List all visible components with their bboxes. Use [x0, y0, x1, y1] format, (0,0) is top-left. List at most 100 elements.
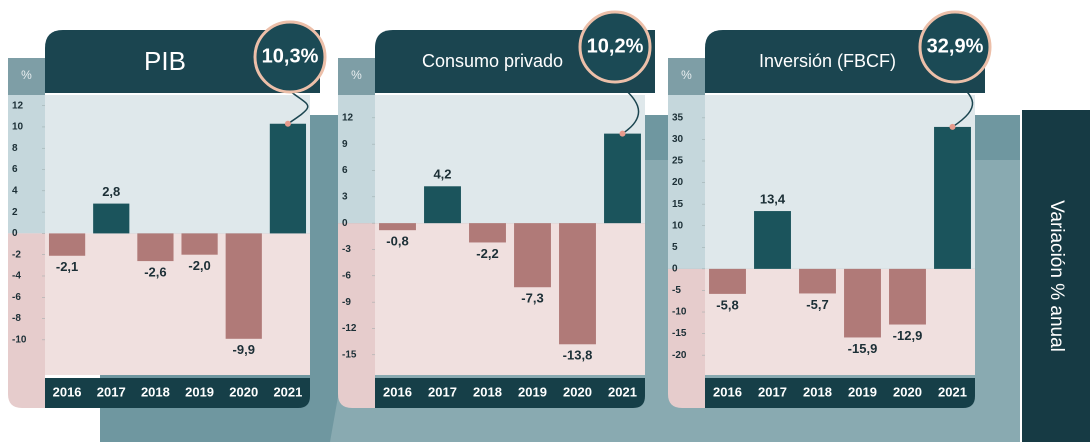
x-tick-label: 2016 — [713, 384, 742, 399]
y-tick-label: -12 — [342, 323, 357, 334]
y-tick-label: 0 — [342, 218, 348, 229]
value-label: -2,1 — [56, 259, 78, 274]
chart-title: PIB — [144, 45, 186, 76]
value-label: -2,6 — [144, 265, 166, 280]
x-tick-label: 2020 — [229, 384, 258, 399]
connector — [287, 90, 309, 125]
badge-label: 10,2% — [587, 35, 644, 57]
x-tick-label: 2021 — [273, 384, 302, 399]
x-tick-label: 2019 — [185, 384, 214, 399]
tick-column-top — [338, 95, 375, 224]
y-tick-label: -4 — [12, 271, 21, 282]
unit-label: % — [351, 68, 362, 82]
y-tick-label: 6 — [342, 165, 348, 176]
year-band — [375, 378, 645, 408]
y-tick-label: 6 — [12, 164, 18, 175]
badge — [253, 20, 327, 94]
bar — [48, 233, 86, 256]
value-label: -0,8 — [386, 234, 408, 249]
unit-label: % — [21, 68, 32, 82]
y-tick-label: -20 — [672, 350, 687, 361]
chart-title: Consumo privado — [421, 51, 564, 72]
title-box: PIB — [144, 45, 186, 76]
x-tick-label: 2019 — [518, 384, 547, 399]
tick-column-bottom — [668, 268, 705, 408]
x-tick-label: 2016 — [383, 384, 412, 399]
y-tick-label: 0 — [12, 228, 18, 239]
y-tick-label: -10 — [672, 307, 687, 318]
dot — [619, 130, 626, 137]
plot-bottom — [705, 268, 975, 375]
y-tick-label: 4 — [12, 185, 18, 196]
title-box: Consumo privado — [421, 51, 564, 72]
chart-title: Inversión (FBCF) — [758, 51, 897, 72]
bar — [181, 233, 218, 255]
bar — [93, 203, 130, 234]
y-tick-label: 12 — [342, 112, 354, 123]
y-tick-label: 20 — [672, 177, 684, 188]
plot-bottom — [375, 223, 645, 375]
bar — [424, 186, 461, 224]
bar — [799, 268, 836, 294]
badge-label: 32,9% — [927, 35, 984, 57]
side-label: Variación % anual — [1046, 200, 1067, 352]
year-band — [705, 378, 975, 408]
bar — [559, 223, 596, 345]
value-label: -9,9 — [233, 342, 255, 357]
value-label: -2,0 — [188, 258, 210, 273]
y-tick-label: 3 — [342, 191, 348, 202]
unit-box — [338, 58, 375, 95]
y-tick-label: 8 — [12, 143, 18, 154]
x-tick-label: 2020 — [563, 384, 592, 399]
y-tick-label: -15 — [672, 328, 687, 339]
value-label: -12,9 — [893, 328, 923, 343]
tick-column-bottom — [8, 233, 45, 408]
y-tick-label: 2 — [12, 207, 18, 218]
y-tick-label: -3 — [342, 244, 351, 255]
x-tick-label: 2019 — [848, 384, 877, 399]
header — [45, 30, 320, 93]
header — [705, 30, 985, 93]
tick-column-bottom — [338, 223, 375, 408]
y-tick-label: -9 — [342, 297, 351, 308]
dot — [949, 123, 956, 130]
connector — [952, 80, 974, 128]
y-tick-label: -2 — [12, 249, 21, 260]
y-tick-label: 5 — [672, 242, 678, 253]
y-tick-label: -8 — [12, 313, 21, 324]
plot-top — [375, 95, 645, 224]
side-band — [1022, 110, 1090, 442]
value-label: -5,8 — [716, 297, 738, 312]
y-tick-label: 9 — [342, 139, 348, 150]
dot — [284, 120, 291, 127]
unit-box — [8, 58, 45, 95]
value-label: -13,8 — [563, 348, 593, 363]
x-tick-label: 2017 — [97, 384, 126, 399]
title-box: Inversión (FBCF) — [758, 51, 897, 72]
x-tick-label: 2017 — [758, 384, 787, 399]
year-band — [45, 378, 310, 408]
plot-top — [45, 95, 310, 234]
x-tick-label: 2018 — [473, 384, 502, 399]
connector — [614, 80, 640, 135]
y-tick-label: 12 — [12, 100, 24, 111]
bar — [469, 223, 506, 243]
tick-column-top — [668, 95, 705, 269]
bar — [604, 133, 641, 224]
y-tick-label: -5 — [672, 285, 681, 296]
x-tick-label: 2016 — [53, 384, 82, 399]
bar — [934, 126, 971, 269]
y-tick-label: 30 — [672, 134, 684, 145]
badge — [578, 10, 652, 84]
bar — [844, 268, 881, 338]
y-tick-label: -10 — [12, 335, 27, 346]
value-label: 4,2 — [433, 167, 451, 182]
bar — [754, 211, 791, 269]
bar — [514, 223, 551, 288]
value-label: 2,8 — [102, 184, 120, 199]
unit-label: % — [681, 68, 692, 82]
bar — [137, 233, 174, 262]
y-tick-label: 0 — [672, 264, 678, 275]
bar — [379, 223, 416, 231]
